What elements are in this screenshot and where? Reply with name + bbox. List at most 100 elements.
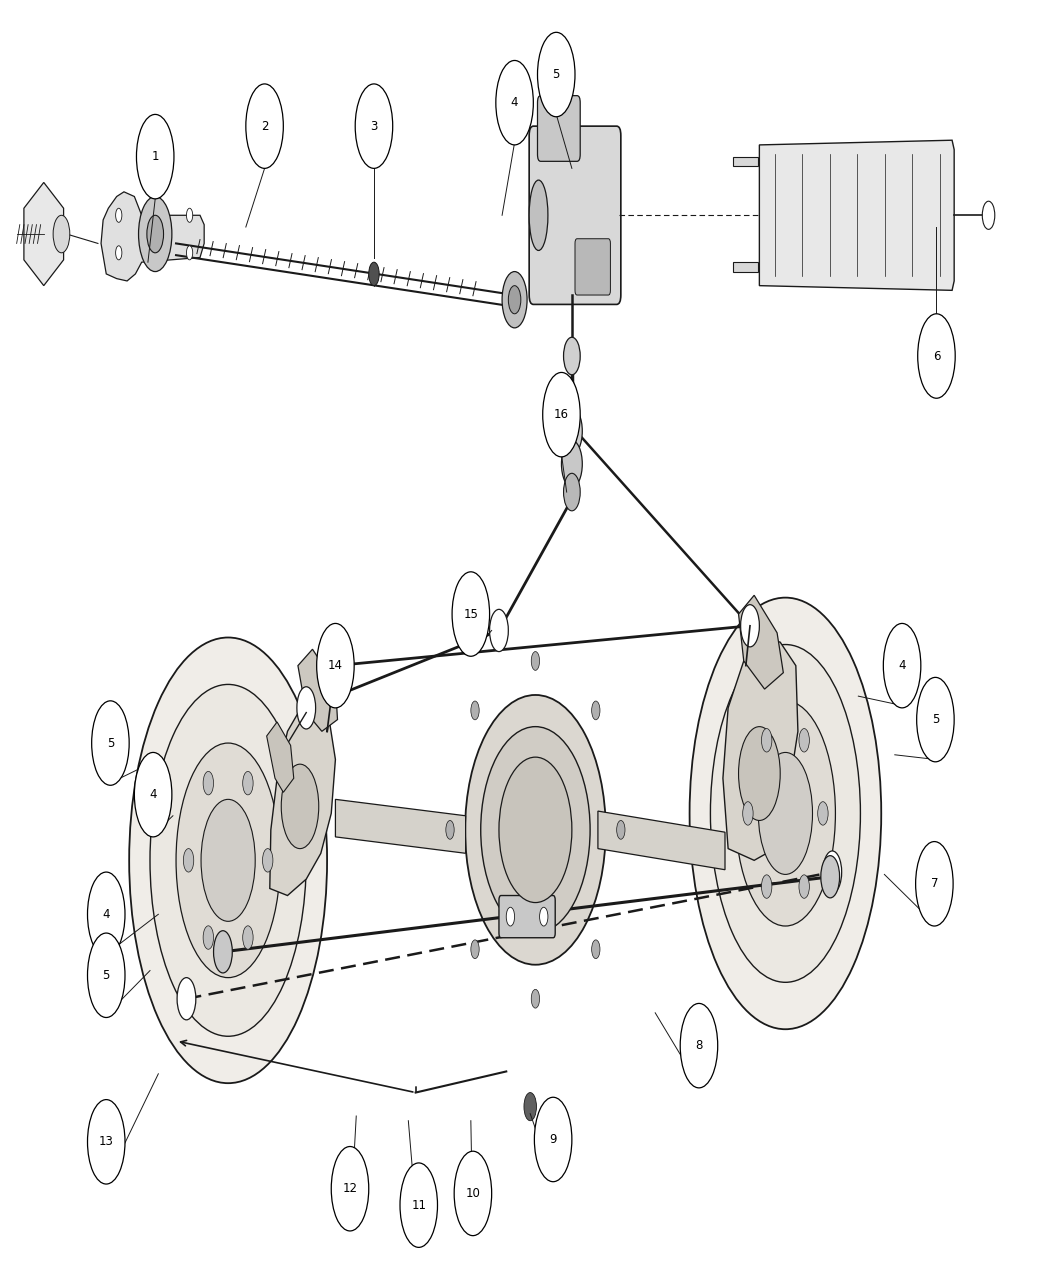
- Circle shape: [917, 677, 954, 762]
- Circle shape: [184, 849, 194, 872]
- Text: 8: 8: [695, 1039, 702, 1052]
- Text: 16: 16: [554, 408, 569, 421]
- Circle shape: [243, 926, 253, 950]
- Text: 15: 15: [463, 608, 478, 621]
- Circle shape: [317, 623, 354, 708]
- Circle shape: [281, 764, 319, 849]
- Circle shape: [738, 727, 780, 821]
- Circle shape: [116, 246, 122, 260]
- Text: 4: 4: [103, 908, 110, 921]
- Circle shape: [136, 115, 174, 199]
- Circle shape: [369, 263, 379, 286]
- Text: 5: 5: [103, 969, 110, 982]
- Circle shape: [823, 850, 842, 894]
- Circle shape: [134, 752, 172, 836]
- Circle shape: [690, 598, 881, 1029]
- Text: 2: 2: [260, 120, 269, 133]
- Ellipse shape: [465, 695, 606, 965]
- Circle shape: [177, 978, 196, 1020]
- Text: 7: 7: [930, 877, 938, 890]
- Circle shape: [455, 1151, 491, 1235]
- Circle shape: [740, 604, 759, 646]
- Circle shape: [540, 908, 548, 926]
- Circle shape: [87, 1099, 125, 1184]
- Polygon shape: [335, 799, 465, 853]
- Circle shape: [742, 802, 753, 825]
- FancyBboxPatch shape: [575, 238, 610, 295]
- Circle shape: [243, 771, 253, 794]
- Circle shape: [616, 821, 625, 839]
- Circle shape: [139, 196, 172, 272]
- Circle shape: [735, 701, 836, 926]
- FancyBboxPatch shape: [529, 126, 621, 305]
- Circle shape: [591, 940, 600, 959]
- Ellipse shape: [499, 757, 572, 903]
- Circle shape: [176, 743, 280, 978]
- Circle shape: [201, 799, 255, 922]
- Circle shape: [203, 771, 213, 794]
- Text: 1: 1: [151, 150, 159, 163]
- Circle shape: [446, 821, 455, 839]
- Circle shape: [534, 1098, 572, 1182]
- Circle shape: [564, 338, 581, 375]
- Text: 6: 6: [932, 349, 940, 362]
- Text: 5: 5: [107, 737, 114, 750]
- Circle shape: [916, 842, 953, 926]
- Circle shape: [799, 728, 810, 752]
- Circle shape: [543, 372, 581, 456]
- Circle shape: [246, 84, 284, 168]
- Circle shape: [818, 802, 828, 825]
- Circle shape: [531, 989, 540, 1009]
- Circle shape: [87, 872, 125, 956]
- Circle shape: [91, 701, 129, 785]
- Circle shape: [538, 32, 575, 117]
- Text: 11: 11: [412, 1198, 426, 1211]
- Circle shape: [129, 638, 328, 1084]
- Text: 3: 3: [371, 120, 378, 133]
- Polygon shape: [733, 157, 758, 166]
- Text: 9: 9: [549, 1133, 556, 1146]
- Polygon shape: [738, 595, 783, 689]
- Circle shape: [297, 687, 316, 729]
- Circle shape: [591, 701, 600, 720]
- Polygon shape: [759, 140, 954, 291]
- Polygon shape: [298, 649, 337, 732]
- Circle shape: [508, 286, 521, 314]
- Circle shape: [562, 408, 583, 454]
- Text: 4: 4: [511, 96, 519, 110]
- Circle shape: [761, 875, 772, 899]
- Circle shape: [453, 571, 489, 657]
- Text: 4: 4: [149, 788, 156, 801]
- Circle shape: [116, 208, 122, 222]
- Polygon shape: [24, 182, 64, 286]
- Circle shape: [187, 208, 193, 222]
- Circle shape: [54, 215, 69, 252]
- Circle shape: [918, 314, 956, 398]
- Circle shape: [187, 246, 193, 260]
- Circle shape: [883, 623, 921, 708]
- Circle shape: [506, 908, 514, 926]
- Circle shape: [496, 60, 533, 145]
- Polygon shape: [270, 704, 335, 895]
- Text: 5: 5: [931, 713, 939, 725]
- Circle shape: [761, 728, 772, 752]
- FancyBboxPatch shape: [538, 96, 581, 162]
- Circle shape: [562, 440, 583, 487]
- Text: 4: 4: [899, 659, 906, 672]
- Circle shape: [147, 215, 164, 252]
- Polygon shape: [101, 191, 204, 280]
- Circle shape: [983, 201, 994, 229]
- Circle shape: [262, 849, 273, 872]
- Circle shape: [400, 1163, 438, 1247]
- Circle shape: [470, 701, 479, 720]
- Circle shape: [489, 609, 508, 652]
- Circle shape: [502, 272, 527, 328]
- Circle shape: [711, 645, 860, 982]
- FancyBboxPatch shape: [499, 895, 555, 937]
- Polygon shape: [722, 638, 798, 861]
- Circle shape: [150, 685, 307, 1037]
- Circle shape: [355, 84, 393, 168]
- Circle shape: [758, 752, 813, 875]
- Circle shape: [524, 1093, 537, 1121]
- Circle shape: [799, 875, 810, 899]
